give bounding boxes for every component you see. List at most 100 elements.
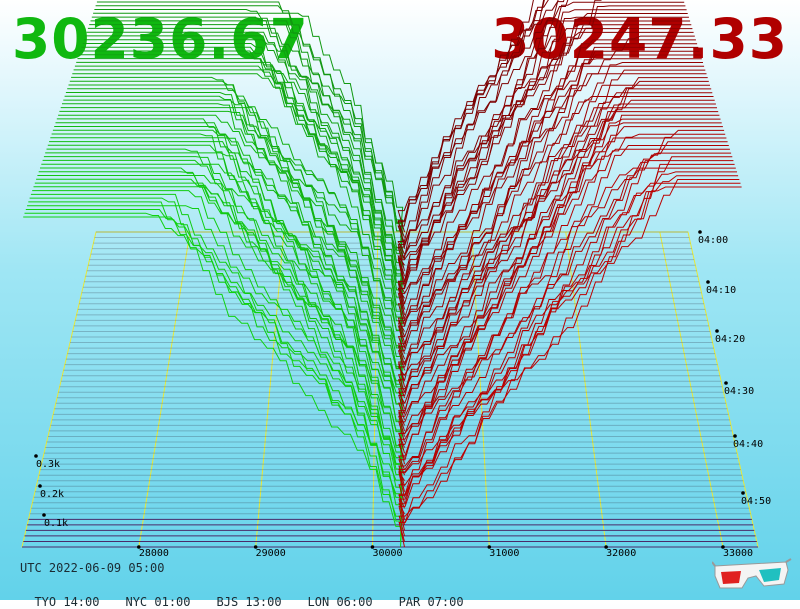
time-tick-dot [706, 280, 710, 284]
price-gridline [659, 231, 724, 548]
ask-depth-line [397, 43, 698, 338]
bid-depth-line [67, 88, 403, 360]
ask-depth-line [398, 175, 739, 531]
ask-depth-line [398, 133, 726, 470]
time-tick-dot [724, 381, 728, 385]
bid-depth-line [36, 178, 403, 492]
ask-depth-line [398, 145, 729, 487]
price-gridline [255, 231, 285, 548]
ask-depth-line [397, 88, 712, 404]
price-gridline [138, 231, 191, 548]
time-tick-dot [698, 230, 702, 234]
bid-depth-line [80, 50, 404, 304]
ask-depth-line [398, 171, 737, 526]
time-tick-dot [741, 491, 745, 495]
volume-tick-label: 0.3k [36, 459, 60, 470]
ask-depth-line [398, 129, 725, 465]
ask-depth-line [398, 182, 741, 542]
bid-depth-line [87, 27, 404, 271]
time-tick-label: 04:30 [724, 386, 754, 397]
price-gridline [372, 231, 379, 548]
ask-depth-line [397, 20, 691, 304]
price-tick-label: 28000 [139, 548, 169, 559]
bid-depth-line [37, 175, 403, 487]
ask-depth-line [397, 24, 692, 310]
tz-clock-lon: LON 06:00 [307, 595, 373, 609]
bid-depth-line [30, 193, 403, 514]
ask-depth-line [397, 0, 565, 244]
bid-depth-line [69, 80, 403, 349]
bid-depth-line [50, 137, 403, 431]
bid-depth-line [62, 103, 403, 382]
price-tick-label: 31000 [489, 548, 519, 559]
price-tick-label: 33000 [723, 548, 753, 559]
volume-tick-label: 0.2k [40, 489, 64, 500]
bid-depth-line [81, 46, 404, 299]
bid-depth-line [73, 69, 403, 332]
time-tick-label: 04:40 [733, 439, 763, 450]
ask-depth-line [397, 58, 702, 360]
volume-tick-dot [42, 513, 46, 517]
ask-depth-line [398, 80, 709, 393]
bid-depth-line [68, 84, 403, 354]
bid-price: 30236.67 [12, 7, 309, 71]
bid-depth-line [96, 1, 404, 233]
ask-depth-line [398, 156, 733, 503]
ask-depth-line [398, 163, 735, 515]
tz-clock-tyo: TYO 14:00 [34, 595, 100, 609]
bid-depth-line [65, 92, 403, 365]
ask-depth-line [397, 54, 701, 354]
bid-depth-line [58, 114, 403, 398]
bid-depth-line [32, 190, 403, 509]
bid-depth-line [27, 205, 403, 531]
volume-tick-label: 0.1k [44, 518, 68, 529]
ask-depth-line [398, 99, 715, 421]
bid-depth-line [91, 16, 404, 255]
ask-depth-line [398, 167, 736, 520]
bid-depth-line [24, 212, 403, 542]
bid-depth-line [38, 171, 403, 481]
ask-depth-line [398, 84, 710, 398]
ask-depth-line [397, 0, 545, 255]
ask-depth-line [398, 73, 707, 382]
bid-depth-line [90, 20, 404, 260]
bid-depth-line [47, 144, 403, 443]
bid-depth-line [85, 35, 404, 282]
bid-depth-line [34, 182, 403, 498]
time-tick-dot [733, 434, 737, 438]
bid-depth-line [28, 201, 403, 525]
bid-depth-line [76, 61, 404, 321]
ask-depth-line [397, 65, 705, 371]
time-tick-label: 04:10 [706, 285, 736, 296]
timezone-clocks: TYO 14:00 NYC 01:00 BJS 13:00 LON 06:00 PAR … [20, 581, 490, 609]
ask-depth-line [397, 0, 569, 260]
chart-axes: 28000 29000 30000 31000 32000 33000 0.1k 0.2k 0.… [34, 230, 771, 559]
bid-depth-line [49, 141, 403, 437]
ask-depth-line [398, 137, 727, 476]
bid-depth-series [23, 1, 404, 548]
price-tick-dot [253, 545, 258, 549]
bid-depth-line [64, 95, 403, 371]
bid-depth-line [77, 58, 404, 315]
price-tick-label: 32000 [606, 548, 636, 559]
tz-clock-nyc: NYC 01:00 [125, 595, 191, 609]
ask-depth-line [397, 5, 686, 282]
3d-glasses-icon[interactable] [712, 558, 792, 592]
ask-depth-series [397, 0, 742, 548]
ask-depth-line [398, 107, 717, 432]
bid-depth-line [89, 24, 404, 266]
bid-depth-line [63, 99, 403, 376]
volume-tick-dot [34, 454, 38, 458]
tz-clock-bjs: BJS 13:00 [216, 595, 282, 609]
tz-clock-par: PAR 07:00 [398, 595, 464, 609]
price-tick-dot [721, 545, 725, 549]
ask-depth-line [397, 0, 549, 271]
bid-depth-line [74, 65, 403, 326]
bid-depth-line [40, 167, 403, 476]
time-tick-label: 04:20 [715, 334, 745, 345]
ask-depth-line [397, 62, 703, 365]
time-tick-label: 04:50 [741, 496, 771, 507]
volume-tick-dot [38, 484, 42, 488]
ask-depth-line [397, 69, 706, 376]
